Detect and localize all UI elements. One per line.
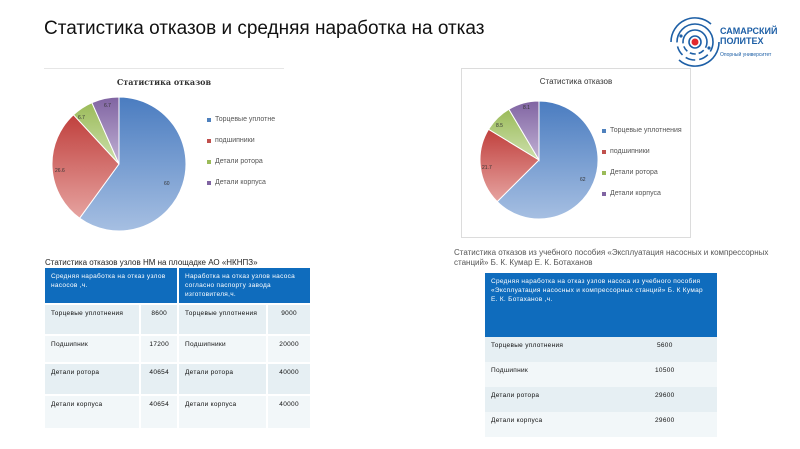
cell: 29600 <box>612 387 717 412</box>
svg-text:6.7: 6.7 <box>104 103 111 109</box>
logo-line2: ПОЛИТЕХ <box>720 36 764 46</box>
cell: Торцевые уплотнения <box>177 303 269 335</box>
svg-text:21.7: 21.7 <box>482 165 492 171</box>
chart-legend: Торцевые уплотне подшипники Детали ротор… <box>207 109 275 193</box>
cell: Детали ротора <box>177 362 269 395</box>
right-table-caption: Статистика отказов из учебного пособия «… <box>454 248 769 267</box>
svg-text:62: 62 <box>580 177 586 183</box>
legend-item: Детали корпуса <box>207 172 275 193</box>
cell: Детали корпуса <box>485 412 613 437</box>
svg-text:26.6: 26.6 <box>55 168 65 174</box>
legend-item: Детали ротора <box>602 162 682 183</box>
right-table: Средняя наработка на отказ узлов насоса … <box>485 273 717 437</box>
legend-swatch-icon <box>207 138 211 143</box>
pie-chart-1: Статистика отказов 60 26.6 6.7 6.7 Торце… <box>44 68 284 231</box>
cell: Детали ротора <box>485 387 613 412</box>
legend-label: подшипники <box>215 137 255 144</box>
cell: Торцевые уплотнения <box>485 337 613 362</box>
cell: 20000 <box>267 334 312 363</box>
legend-swatch-icon <box>602 128 606 133</box>
table-row: Детали корпуса 40654 Детали корпуса 4000… <box>45 394 312 428</box>
radar-circles-icon <box>670 17 720 67</box>
left-table: Средняя наработка на отказ узлов насосов… <box>45 268 313 428</box>
table-header: Наработка на отказ узлов насоса согласно… <box>177 268 313 304</box>
svg-text:60: 60 <box>164 181 170 187</box>
logo-subtitle: Опорный университет <box>720 52 772 58</box>
cell: 40000 <box>267 394 312 428</box>
legend-item: Детали корпуса <box>602 183 682 204</box>
legend-label: подшипники <box>610 148 650 155</box>
legend-label: Детали ротора <box>215 158 263 165</box>
legend-item: Детали ротора <box>207 151 275 172</box>
legend-label: Детали корпуса <box>610 190 661 197</box>
chart-title: Статистика отказов <box>539 77 613 86</box>
table-row: Детали ротора 40654 Детали ротора 40000 <box>45 362 312 395</box>
legend-swatch-icon <box>602 170 606 175</box>
cell: 10500 <box>612 362 717 387</box>
pie-chart-2: Статистика отказов 62 21.7 8.5 8.1 Торце… <box>461 68 691 238</box>
cell: Детали корпуса <box>45 394 142 428</box>
legend-label: Детали корпуса <box>215 179 266 186</box>
svg-text:8.5: 8.5 <box>496 123 503 129</box>
legend-swatch-icon <box>207 159 211 164</box>
cell: 8600 <box>140 303 179 335</box>
svg-text:8.1: 8.1 <box>523 105 530 111</box>
table-row: Подшипник 10500 <box>485 362 717 387</box>
cell: Подшипник <box>485 362 613 387</box>
legend-label: Детали ротора <box>610 169 658 176</box>
legend-label: Торцевые уплотнения <box>610 127 682 134</box>
cell: Детали корпуса <box>177 394 269 428</box>
legend-label: Торцевые уплотне <box>215 116 276 123</box>
table-row: Детали корпуса 29600 <box>485 412 717 437</box>
cell: 17200 <box>140 334 179 363</box>
table-row: Детали ротора 29600 <box>485 387 717 412</box>
cell: 40000 <box>267 362 312 395</box>
legend-swatch-icon <box>602 191 606 196</box>
table-row: Торцевые уплотнения 8600 Торцевые уплотн… <box>45 303 312 335</box>
cell: 5600 <box>612 337 717 362</box>
slide-title: Статистика отказов и средняя наработка н… <box>44 18 485 39</box>
legend-swatch-icon <box>602 149 606 154</box>
table-header: Средняя наработка на отказ узлов насоса … <box>485 273 717 337</box>
cell: Детали ротора <box>45 362 142 395</box>
logo-line1: САМАРСКИЙ <box>720 26 778 36</box>
cell: 29600 <box>612 412 717 437</box>
table-row: Подшипник 17200 Подшипники 20000 <box>45 334 312 363</box>
table-header: Средняя наработка на отказ узлов насосов… <box>45 268 179 304</box>
svg-text:6.7: 6.7 <box>78 115 85 121</box>
chart-title: Статистика отказов <box>116 77 212 87</box>
legend-item: Торцевые уплотне <box>207 109 275 130</box>
cell: Торцевые уплотнения <box>45 303 142 335</box>
legend-item: Торцевые уплотнения <box>602 120 682 141</box>
table-row: Торцевые уплотнения 5600 <box>485 337 717 362</box>
cell: Подшипники <box>177 334 269 363</box>
cell: Подшипник <box>45 334 142 363</box>
chart-legend: Торцевые уплотнения подшипники Детали ро… <box>602 120 682 204</box>
left-table-caption: Статистика отказов узлов НМ на площадке … <box>45 258 258 267</box>
legend-item: подшипники <box>602 141 682 162</box>
pie-plot: 62 21.7 8.5 8.1 <box>480 101 598 219</box>
cell: 40654 <box>140 362 179 395</box>
cell: 9000 <box>267 303 312 335</box>
pie-plot: 60 26.6 6.7 6.7 <box>52 97 186 231</box>
legend-item: подшипники <box>207 130 275 151</box>
legend-swatch-icon <box>207 180 211 185</box>
cell: 40654 <box>140 394 179 428</box>
legend-swatch-icon <box>207 117 211 122</box>
